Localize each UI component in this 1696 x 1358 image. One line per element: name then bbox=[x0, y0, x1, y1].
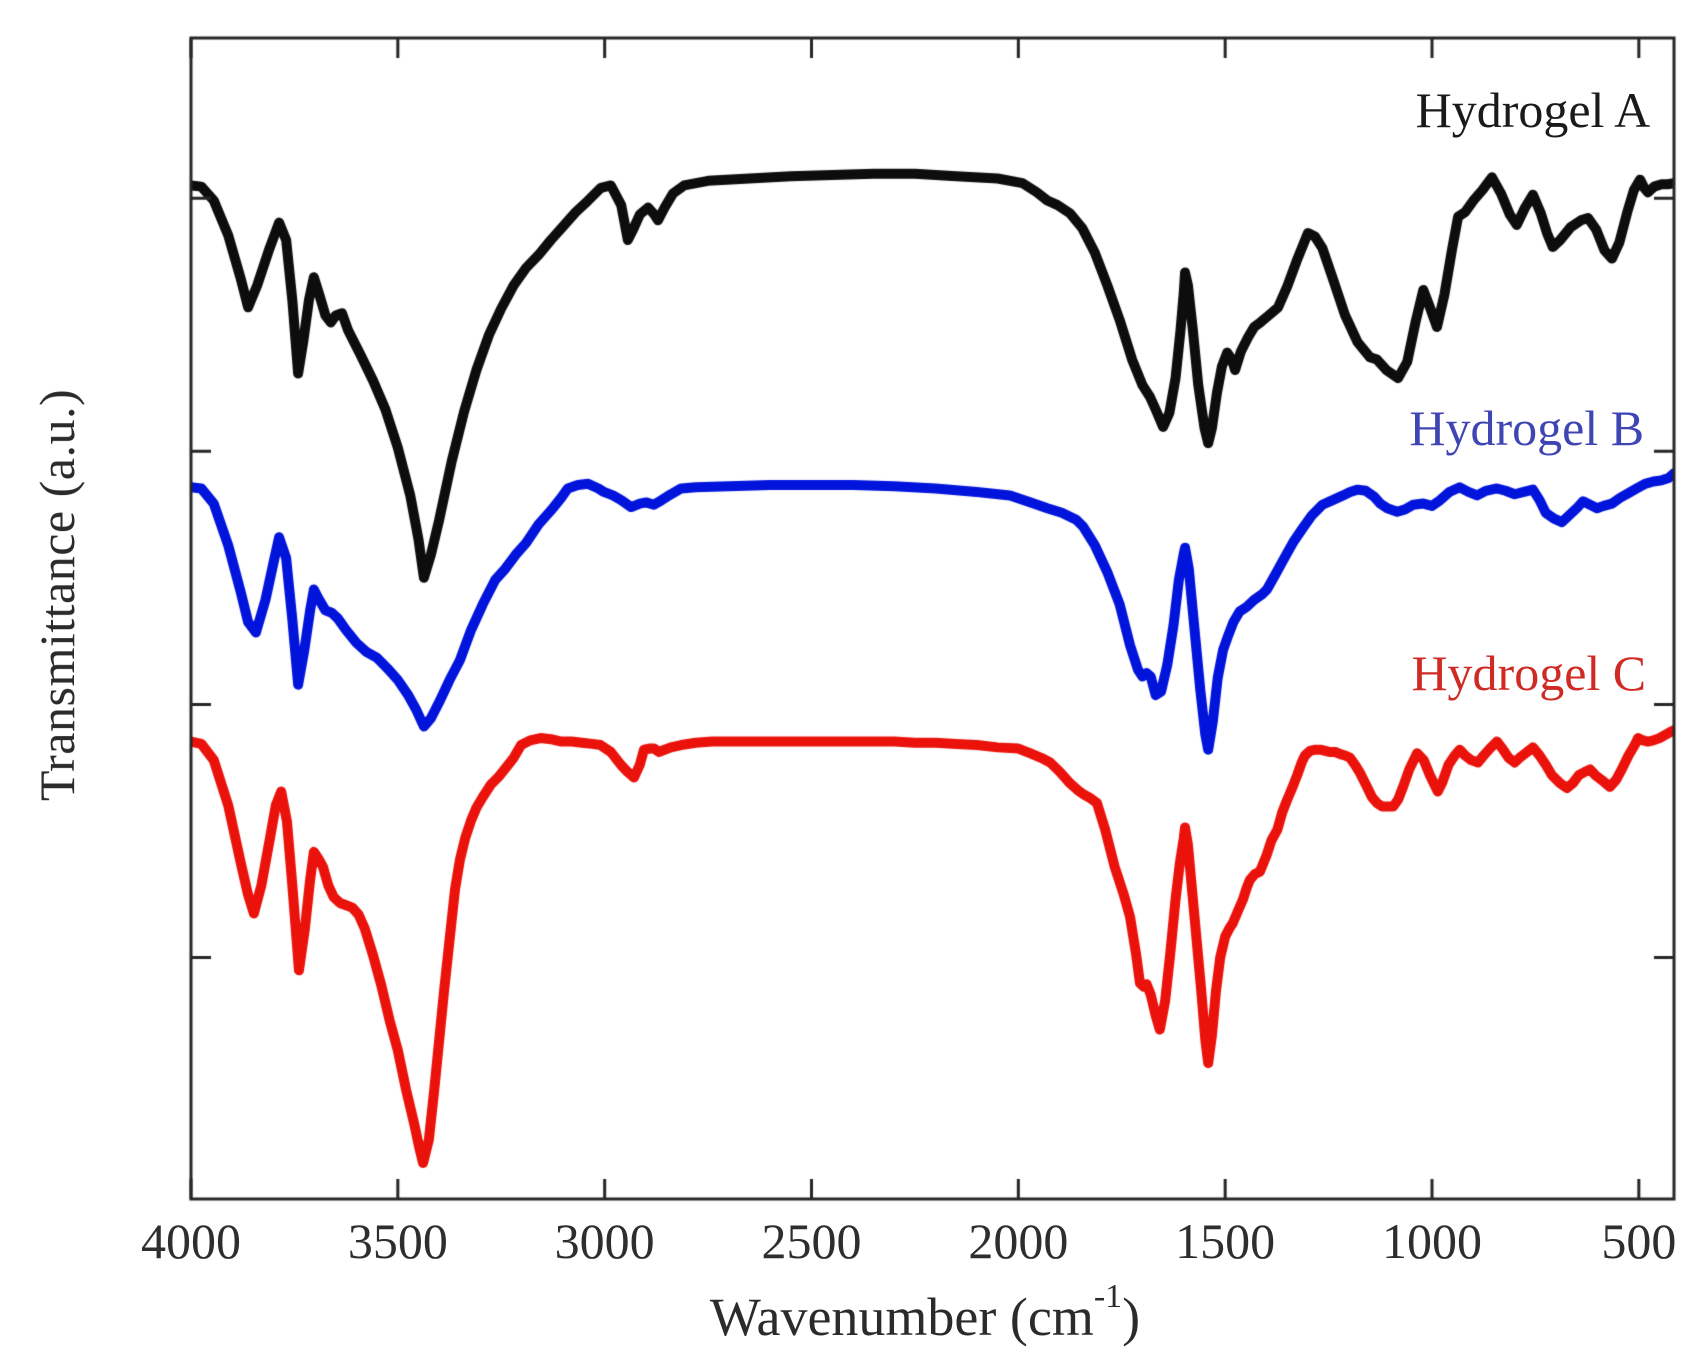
x-tick-label-3500: 3500 bbox=[347, 1213, 448, 1269]
series-label-hydrogel-b: Hydrogel B bbox=[1409, 400, 1645, 457]
x-tick-label-4000: 4000 bbox=[141, 1213, 241, 1269]
x-axis-title: Wavenumber (cm-1) bbox=[710, 1278, 1140, 1348]
x-axis-title-text: Wavenumber (cm bbox=[709, 1287, 1094, 1347]
x-tick-label-3000: 3000 bbox=[554, 1213, 655, 1269]
x-tick-label-1000: 1000 bbox=[1382, 1213, 1482, 1269]
x-axis-title-superscript: -1 bbox=[1093, 1278, 1123, 1315]
series-label-hydrogel-a: Hydrogel A bbox=[1415, 81, 1651, 138]
x-tick-label-2500: 2500 bbox=[761, 1213, 862, 1269]
x-tick-label-2000: 2000 bbox=[968, 1213, 1069, 1269]
y-axis-title: Transmittance (a.u.) bbox=[29, 388, 85, 802]
x-axis-title-close: ) bbox=[1122, 1287, 1141, 1347]
x-tick-label-500: 500 bbox=[1601, 1213, 1677, 1269]
series-label-hydrogel-c: Hydrogel C bbox=[1411, 645, 1647, 702]
x-tick-label-1500: 1500 bbox=[1175, 1213, 1276, 1269]
